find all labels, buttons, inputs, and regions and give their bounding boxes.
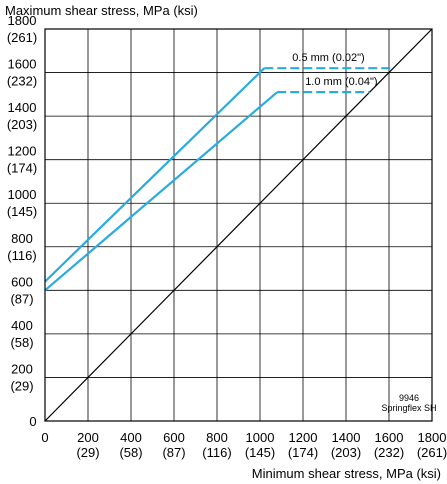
x-tick-label: 400 bbox=[120, 430, 142, 445]
plot-frame bbox=[44, 28, 433, 422]
y-tick-sublabel: (145) bbox=[7, 204, 37, 219]
y-tick-label: 1800 bbox=[8, 13, 37, 28]
x-tick-sublabel: (87) bbox=[162, 445, 185, 460]
y-tick-labels: 0 200 (29) 400 (58) 600 (87) 800 (116) 1000 (145) 1… bbox=[7, 13, 37, 429]
y-tick-label: 200 bbox=[11, 361, 33, 376]
series-label-0: 0.5 mm (0.02") bbox=[292, 52, 364, 64]
y-tick-sublabel: (116) bbox=[7, 248, 36, 263]
y-tick-label: 1000 bbox=[8, 187, 37, 202]
y-tick-label: 600 bbox=[11, 274, 33, 289]
reference-line-group bbox=[44, 28, 433, 422]
x-tick-label: 1800 bbox=[418, 430, 447, 445]
x-tick-label: 0 bbox=[41, 430, 48, 445]
x-tick-sublabel: (116) bbox=[202, 445, 231, 460]
figure-note-line: Springflex SH bbox=[381, 403, 436, 413]
figure-note-line: 9946 bbox=[399, 393, 419, 403]
y-tick-label: 0 bbox=[29, 414, 36, 429]
series-label-1: 1.0 mm (0.04") bbox=[305, 76, 377, 88]
x-axis-title: Minimum shear stress, MPa (ksi) bbox=[252, 466, 441, 481]
x-tick-sublabel: (232) bbox=[374, 445, 404, 460]
series-line-solid-0 bbox=[44, 67, 266, 283]
x-tick-label: 800 bbox=[206, 430, 228, 445]
y-tick-sublabel: (29) bbox=[10, 378, 33, 393]
y-tick-sublabel: (203) bbox=[7, 117, 37, 132]
y-axis-title: Maximum shear stress, MPa (ksi) bbox=[5, 3, 198, 18]
y-tick-sublabel: (261) bbox=[7, 30, 37, 45]
x-tick-sublabel: (145) bbox=[245, 445, 275, 460]
series-group: 0.5 mm (0.02") 1.0 mm (0.04") bbox=[44, 52, 394, 292]
grid bbox=[45, 29, 432, 421]
x-tick-label: 1200 bbox=[289, 430, 318, 445]
x-tick-sublabel: (203) bbox=[331, 445, 361, 460]
y-tick-label: 1200 bbox=[8, 144, 37, 159]
reference-line bbox=[44, 28, 433, 422]
x-tick-label: 600 bbox=[163, 430, 185, 445]
x-tick-sublabel: (58) bbox=[119, 445, 142, 460]
x-tick-label: 1000 bbox=[246, 430, 275, 445]
y-tick-sublabel: (232) bbox=[7, 74, 37, 89]
x-tick-sublabel: (29) bbox=[76, 445, 99, 460]
plot-border bbox=[44, 28, 433, 422]
x-tick-label: 200 bbox=[77, 430, 99, 445]
y-tick-label: 1600 bbox=[8, 57, 37, 72]
x-tick-sublabel: (261) bbox=[417, 445, 447, 460]
y-tick-label: 1400 bbox=[8, 100, 37, 115]
series-line-solid-1 bbox=[44, 91, 278, 292]
x-tick-sublabel: (174) bbox=[288, 445, 318, 460]
y-tick-label: 400 bbox=[11, 318, 33, 333]
x-tick-label: 1600 bbox=[375, 430, 404, 445]
x-tick-labels: 0 200(29) 400(58) 600(87) 800(116) 1000(145) 1… bbox=[41, 430, 447, 460]
y-tick-sublabel: (58) bbox=[10, 335, 33, 350]
y-tick-sublabel: (174) bbox=[7, 161, 37, 176]
x-tick-label: 1400 bbox=[332, 430, 361, 445]
y-tick-sublabel: (87) bbox=[10, 291, 33, 306]
y-tick-label: 800 bbox=[11, 231, 33, 246]
